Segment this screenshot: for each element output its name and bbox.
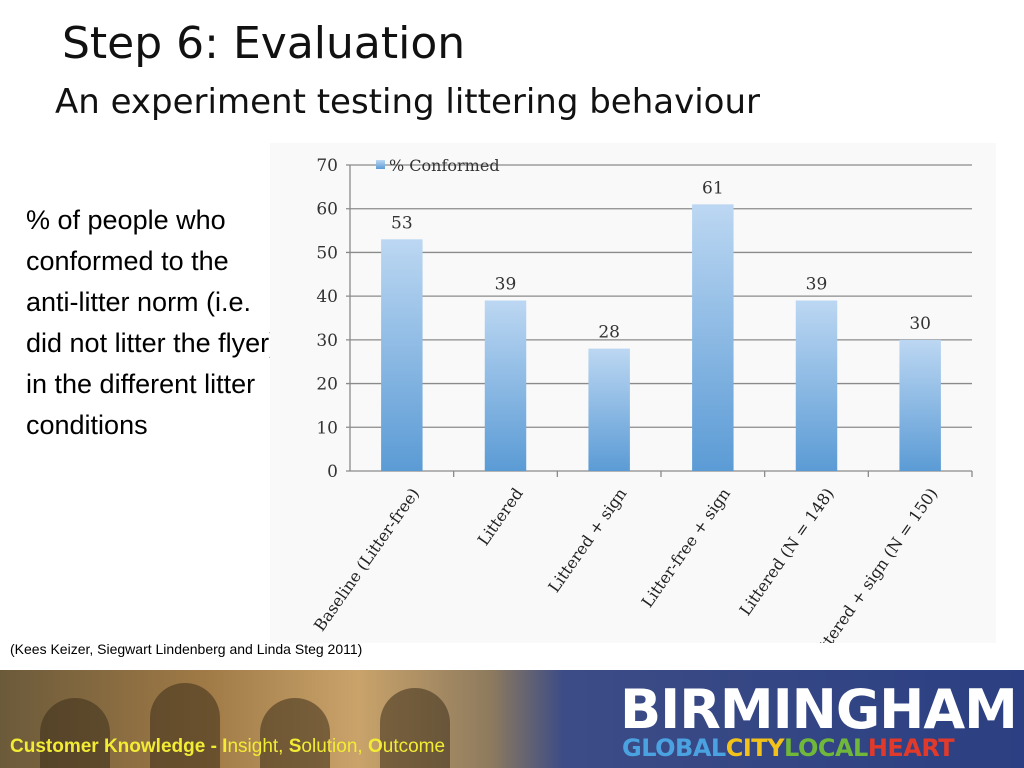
data-label: 53: [391, 213, 413, 233]
tagline-segment: S: [288, 736, 302, 757]
bar: [381, 239, 423, 471]
bar: [692, 204, 734, 471]
bar: [484, 300, 527, 471]
brand-slogan: GLOBALCITYLOCALHEART: [622, 734, 955, 762]
bar: [795, 300, 838, 471]
y-tick-label: 50: [316, 243, 338, 263]
slogan-segment: GLOBAL: [622, 734, 726, 762]
slogan-segment: CITY: [725, 734, 785, 762]
slogan-segment: HEART: [867, 734, 955, 762]
bar-chart-svg: 0 10 20 30 40 50 60 70 53 Baseline (Litter-free) 3…: [310, 156, 973, 666]
data-label: 28: [598, 323, 620, 343]
citation: (Kees Keizer, Siegwart Lindenberg and Li…: [10, 641, 363, 657]
bar: [899, 339, 941, 471]
data-label: 39: [495, 275, 517, 295]
tagline-segment: olution,: [301, 736, 368, 757]
y-tick-label: 0: [327, 462, 338, 482]
data-label: 30: [909, 314, 931, 334]
footer-tagline: Customer Knowledge - Insight, Solution, …: [10, 736, 445, 758]
legend-swatch: [376, 160, 385, 169]
x-tick-label: Littered (N = 148): [736, 484, 838, 619]
x-tick-label: Baseline (Litter-free): [310, 484, 423, 634]
tagline-segment: Customer Knowledge - I: [10, 736, 228, 757]
data-label: 39: [806, 275, 828, 295]
chart-description: % of people who conformed to the anti-li…: [26, 205, 279, 440]
x-tick-label: Litter-free + sign: [638, 484, 734, 610]
building-arch-decor: [150, 683, 220, 768]
data-label: 61: [702, 178, 724, 198]
brand-logo: BIRMINGHAM: [620, 678, 1018, 741]
y-tick-label: 20: [316, 375, 338, 395]
bar: [588, 348, 630, 471]
slide-title: Step 6: Evaluation: [62, 18, 466, 69]
y-tick-label: 60: [316, 200, 338, 220]
slide-subtitle: An experiment testing littering behaviou…: [55, 82, 761, 122]
footer-banner: Customer Knowledge - Insight, Solution, …: [0, 670, 1024, 768]
x-tick-label: Littered + sign: [544, 484, 630, 596]
tagline-segment: nsight,: [227, 736, 289, 757]
tagline-segment: O: [367, 736, 383, 757]
building-arch-decor: [260, 698, 330, 768]
tagline-segment: utcome: [382, 736, 446, 757]
legend-label: % Conformed: [389, 156, 500, 175]
building-arch-decor: [380, 688, 450, 768]
y-tick-label: 30: [316, 331, 338, 351]
y-tick-label: 70: [316, 156, 338, 176]
x-tick-label: Littered: [474, 484, 527, 549]
bar-chart: 0 10 20 30 40 50 60 70 53 Baseline (Litter-free) 3…: [270, 143, 996, 666]
building-arch-decor: [40, 698, 110, 768]
slogan-segment: LOCAL: [784, 734, 868, 762]
y-tick-label: 40: [316, 287, 338, 307]
y-tick-label: 10: [316, 418, 338, 438]
